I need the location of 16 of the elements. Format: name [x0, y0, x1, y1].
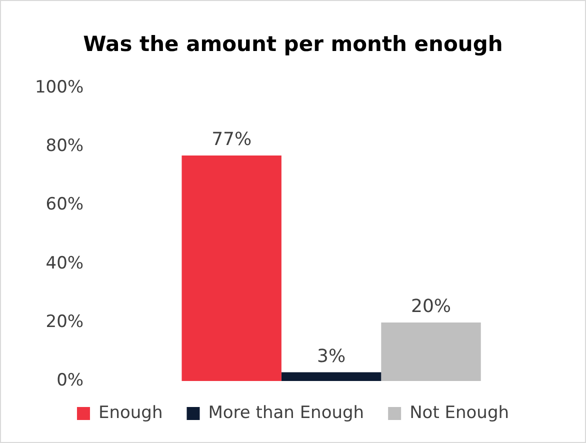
legend-label: Enough [98, 402, 163, 423]
bar [182, 156, 282, 381]
bar [381, 322, 481, 381]
y-tick-label: 20% [46, 312, 84, 332]
bar [281, 372, 382, 381]
y-tick-label: 60% [46, 194, 84, 215]
y-tick-label: 100% [34, 78, 84, 98]
legend-label: More than Enough [208, 402, 364, 423]
chart-title: Was the amount per month enough [83, 32, 503, 56]
data-label: 3% [317, 346, 346, 367]
y-tick-label: 40% [46, 253, 84, 274]
y-tick-label: 0% [56, 370, 84, 390]
data-label: 77% [212, 129, 252, 150]
data-label: 20% [411, 296, 452, 318]
legend-label: Not Enough [410, 402, 510, 423]
y-tick-label: 80% [46, 136, 84, 156]
